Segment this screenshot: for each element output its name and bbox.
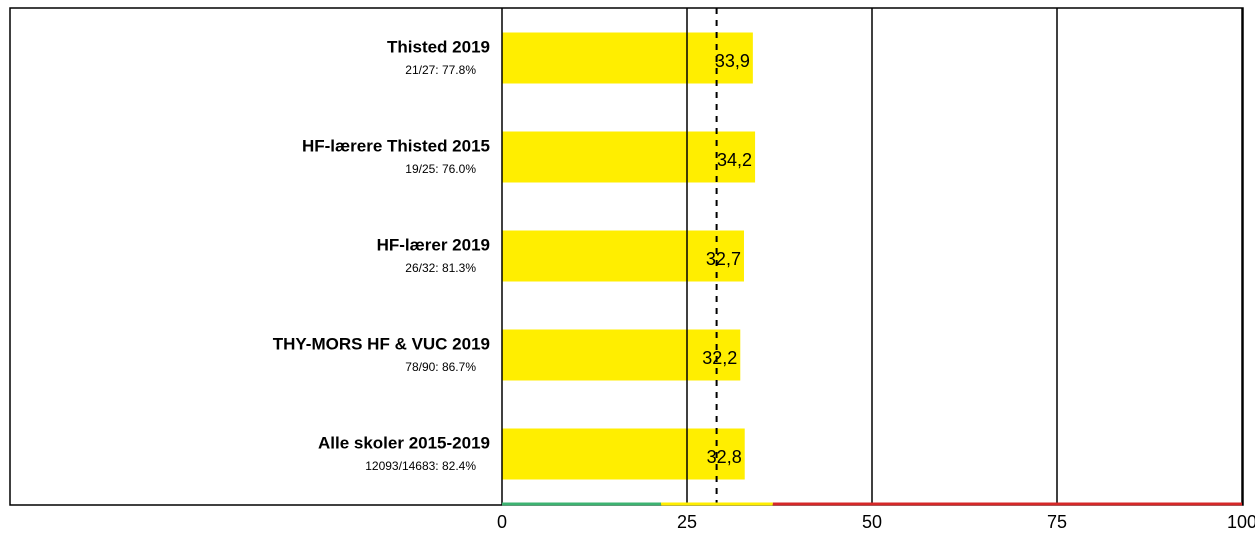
category-label: Thisted 2019	[387, 37, 490, 56]
x-tick-label: 100	[1227, 512, 1255, 532]
bar	[502, 131, 756, 183]
value-label: 32,8	[707, 447, 742, 467]
value-label: 32,7	[706, 249, 741, 269]
x-tick-label: 75	[1047, 512, 1067, 532]
category-label: THY-MORS HF & VUC 2019	[273, 334, 490, 353]
category-label: HF-lærere Thisted 2015	[302, 136, 490, 155]
value-label: 32,2	[702, 348, 737, 368]
x-tick-label: 50	[862, 512, 882, 532]
x-tick-label: 0	[497, 512, 507, 532]
sub-label: 21/27: 77.8%	[405, 63, 476, 77]
sub-label: 12093/14683: 82.4%	[365, 459, 476, 473]
bar	[502, 428, 745, 480]
category-label: HF-lærer 2019	[377, 235, 490, 254]
category-label: Alle skoler 2015-2019	[318, 433, 490, 452]
value-label: 34,2	[717, 150, 752, 170]
bar	[502, 230, 744, 282]
bar	[502, 32, 753, 84]
value-label: 33,9	[715, 51, 750, 71]
sub-label: 19/25: 76.0%	[405, 162, 476, 176]
sub-label: 26/32: 81.3%	[405, 261, 476, 275]
bar	[502, 329, 741, 381]
x-tick-label: 25	[677, 512, 697, 532]
sub-label: 78/90: 86.7%	[405, 360, 476, 374]
